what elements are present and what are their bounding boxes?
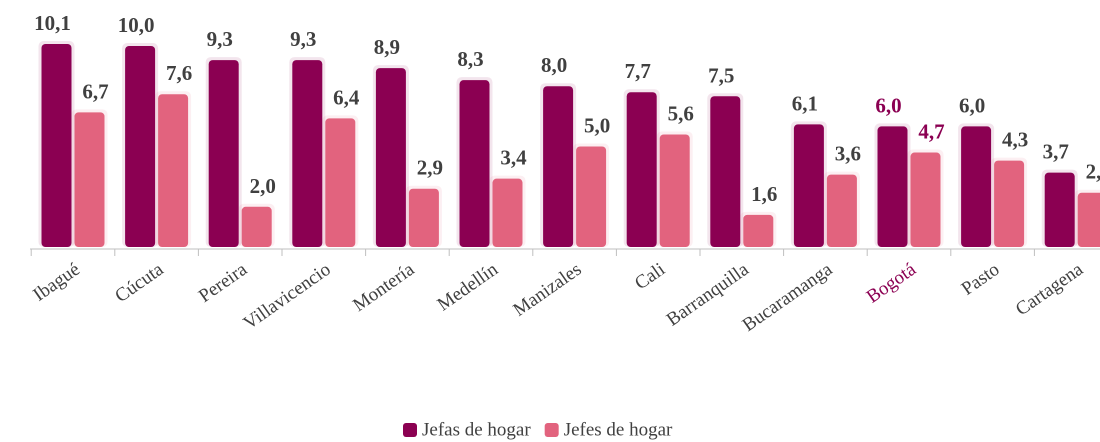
- x-tick-label: Pasto: [958, 259, 1004, 300]
- legend-swatch: [403, 423, 417, 437]
- bar: [576, 146, 607, 247]
- value-label: 8,3: [457, 47, 483, 71]
- value-label: 6,0: [875, 93, 901, 117]
- x-tick-label: Montería: [349, 259, 419, 316]
- bar: [710, 96, 741, 247]
- x-tick-label: Villavicencio: [240, 259, 335, 334]
- value-label: 3,7: [1043, 140, 1069, 164]
- bar: [543, 86, 574, 247]
- value-label: 10,1: [34, 11, 71, 35]
- value-label: 4,3: [1002, 128, 1028, 152]
- bar: [459, 80, 490, 247]
- bar: [41, 43, 72, 247]
- value-label: 2,9: [417, 156, 443, 180]
- bar: [994, 160, 1025, 247]
- x-tick-label: Cúcuta: [111, 259, 168, 307]
- value-label: 6,4: [333, 85, 360, 109]
- value-label: 10,0: [118, 13, 155, 37]
- bar: [1077, 192, 1100, 247]
- bar: [793, 124, 824, 247]
- value-label: 2,7: [1086, 160, 1100, 184]
- x-tick-label: Medellín: [434, 259, 503, 316]
- value-label: 3,4: [500, 146, 527, 170]
- bar: [1044, 172, 1075, 247]
- bar: [125, 46, 156, 247]
- x-tick-label: Bucaramanga: [739, 259, 837, 336]
- bar: [961, 126, 992, 247]
- x-tick-label: Cartagena: [1012, 259, 1088, 321]
- value-label: 4,7: [918, 120, 944, 144]
- value-label: 5,6: [668, 101, 694, 125]
- bar: [375, 68, 406, 247]
- value-label: 2,0: [250, 174, 276, 198]
- legend-swatch: [544, 423, 559, 437]
- bar: [241, 206, 272, 247]
- x-tick-label: Cali: [631, 259, 669, 294]
- value-label: 7,6: [166, 61, 192, 85]
- value-label: 8,0: [541, 53, 567, 77]
- bar: [877, 126, 908, 247]
- bar: [492, 178, 523, 247]
- legend: Jefas de hogar Jefes de hogar: [403, 419, 673, 440]
- x-tick-label: Ibagué: [29, 259, 83, 306]
- x-tick-label: Bogotá: [863, 259, 920, 308]
- value-label: 9,3: [290, 27, 316, 51]
- bar: [292, 60, 323, 247]
- bar: [325, 118, 356, 247]
- value-label: 9,3: [207, 27, 233, 51]
- value-label: 3,6: [835, 142, 861, 166]
- value-label: 1,6: [751, 182, 777, 206]
- legend-label: Jefas de hogar: [422, 419, 531, 440]
- bar: [743, 214, 774, 247]
- value-label: 7,7: [625, 59, 651, 83]
- legend-label: Jefes de hogar: [564, 419, 673, 440]
- value-label: 6,7: [82, 79, 108, 103]
- x-tick-label: Manizales: [509, 259, 585, 321]
- value-label: 7,5: [708, 63, 734, 87]
- bar: [158, 94, 189, 248]
- bar: [626, 92, 657, 247]
- value-label: 6,1: [792, 91, 818, 115]
- bar: [74, 112, 105, 247]
- bar: [408, 188, 439, 247]
- value-label: 8,9: [374, 35, 400, 59]
- value-label: 6,0: [959, 93, 985, 117]
- bar: [659, 134, 690, 247]
- bar: [826, 174, 857, 247]
- bar: [910, 152, 941, 247]
- bar: [208, 60, 239, 247]
- value-label: 5,0: [584, 114, 610, 138]
- x-tick-label: Pereira: [195, 259, 252, 307]
